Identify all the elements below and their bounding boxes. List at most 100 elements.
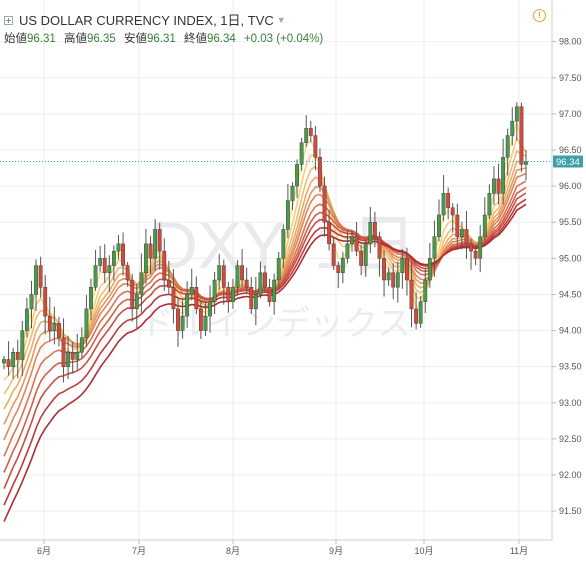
candle-body: [400, 258, 405, 273]
candle-body: [70, 352, 75, 360]
candle-body: [285, 200, 290, 230]
candle-body: [84, 308, 89, 338]
open-label: 始値: [4, 33, 27, 45]
candle-body: [391, 272, 396, 288]
last-price-badge: 96.34: [553, 155, 583, 168]
candle-body: [111, 250, 116, 266]
candle-body: [505, 135, 510, 158]
candle-body: [249, 287, 254, 310]
candle-body: [24, 308, 29, 331]
candle-body: [464, 229, 469, 245]
candle-body: [153, 229, 158, 259]
y-tick-label: 97.00: [559, 109, 582, 119]
candle-body: [162, 250, 167, 281]
y-tick-label: 94.00: [559, 326, 582, 336]
expand-icon[interactable]: [4, 16, 13, 25]
candle-body: [327, 222, 332, 245]
change-value: +0.03 (+0.04%): [243, 33, 324, 45]
candle-body: [89, 287, 93, 310]
x-tick-label: 11月: [510, 546, 528, 556]
y-tick-label: 93.00: [559, 398, 582, 408]
close-value: 96.34: [206, 33, 236, 45]
candle-body: [272, 279, 277, 302]
candle-body: [235, 265, 240, 288]
candle-body: [52, 323, 57, 331]
candle-body: [47, 315, 52, 331]
candlestick-series: [2, 102, 528, 383]
chevron-down-icon[interactable]: ▼: [276, 15, 286, 25]
candle-body: [423, 279, 428, 302]
candle-body: [121, 243, 125, 266]
time-axis[interactable]: 6月 7月 8月 9月 10月 11月: [0, 539, 552, 556]
high-label: 高値: [63, 33, 87, 45]
last-price-label: 96.34: [556, 157, 580, 168]
candle-body: [258, 272, 263, 295]
candle-body: [244, 279, 249, 288]
candle-body: [176, 308, 180, 331]
candle-body: [331, 243, 336, 266]
candle-body: [514, 106, 519, 122]
candle-body: [180, 315, 185, 331]
candle-body: [405, 258, 409, 281]
low-value: 96.31: [146, 33, 176, 45]
candle-body: [441, 193, 446, 216]
candle-body: [350, 236, 354, 245]
symbol-header[interactable]: US DOLLAR CURRENCY INDEX, 1日, TVC ▼: [4, 10, 286, 29]
warning-icon[interactable]: !: [533, 9, 546, 22]
candle-body: [134, 294, 139, 310]
candle-body: [15, 352, 20, 360]
candle-body: [482, 214, 487, 237]
x-tick-label: 9月: [329, 546, 343, 556]
candle-body: [359, 250, 364, 266]
candle-body: [446, 193, 451, 208]
chart-grid: [0, 0, 552, 540]
candle-body: [38, 265, 43, 288]
symbol-title[interactable]: US DOLLAR CURRENCY INDEX, 1日, TVC: [19, 13, 274, 28]
close-label: 終値: [183, 33, 207, 45]
candle-body: [377, 236, 382, 259]
candle-body: [427, 258, 432, 281]
candle-body: [368, 222, 373, 245]
candle-body: [93, 265, 98, 288]
x-tick-label: 8月: [226, 546, 240, 556]
candle-body: [496, 178, 501, 194]
candle-body: [336, 265, 341, 273]
watermark-name: ドルインデックス: [140, 305, 411, 343]
candle-body: [290, 185, 295, 201]
candle-body: [34, 265, 38, 295]
ema-line: [3, 203, 527, 522]
candle-body: [66, 352, 71, 367]
candle-body: [217, 265, 222, 281]
candle-body: [519, 106, 524, 165]
candle-body: [304, 128, 309, 143]
candle-body: [409, 279, 414, 310]
candle-body: [171, 287, 176, 310]
candle-body: [295, 164, 299, 187]
candle-body: [98, 258, 103, 266]
candle-body: [29, 294, 34, 310]
candle-body: [492, 178, 496, 194]
candle-body: [386, 272, 391, 281]
candle-body: [79, 337, 84, 353]
candle-body: [395, 272, 400, 288]
candle-body: [240, 265, 245, 281]
candle-body: [459, 229, 464, 237]
candle-body: [20, 330, 25, 360]
candle-body: [432, 236, 437, 259]
candle-body: [57, 323, 61, 338]
candle-body: [185, 294, 190, 317]
candle-body: [2, 359, 6, 364]
candle-body: [510, 120, 515, 136]
candle-body: [125, 265, 130, 281]
candle-body: [139, 272, 144, 295]
y-tick-label: 93.50: [559, 362, 582, 372]
y-tick-label: 92.50: [559, 434, 582, 444]
y-tick-label: 98.00: [559, 37, 582, 47]
y-tick-label: 92.00: [559, 470, 582, 480]
candle-body: [130, 279, 135, 310]
candle-body: [102, 258, 107, 273]
candle-body: [212, 279, 217, 302]
price-axis[interactable]: 98.00 97.50 97.00 96.50 96.00 95.50 95.00 94.50…: [551, 0, 582, 540]
candle-body: [414, 308, 419, 324]
